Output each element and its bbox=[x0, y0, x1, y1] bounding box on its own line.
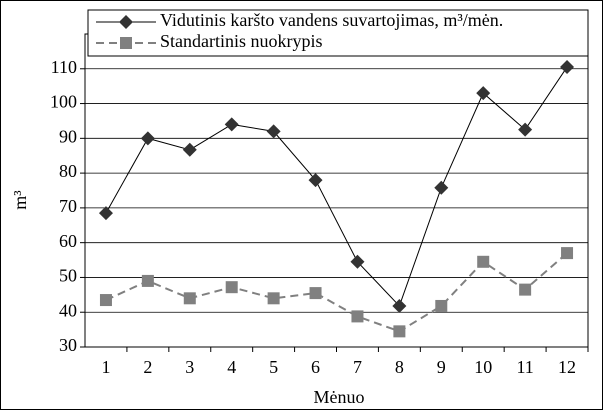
x-tick-label: 6 bbox=[311, 357, 320, 377]
data-point bbox=[308, 173, 323, 188]
x-tick-label: 7 bbox=[353, 357, 362, 377]
data-point bbox=[350, 254, 365, 269]
data-point bbox=[560, 60, 575, 75]
x-tick-label: 5 bbox=[269, 357, 278, 377]
data-point bbox=[434, 180, 449, 195]
data-point bbox=[477, 255, 490, 268]
data-point bbox=[183, 292, 196, 305]
x-tick-label: 8 bbox=[395, 357, 404, 377]
x-tick-label: 9 bbox=[437, 357, 446, 377]
legend-box bbox=[87, 9, 589, 57]
data-point bbox=[561, 247, 574, 260]
data-point bbox=[393, 325, 406, 338]
data-point bbox=[99, 294, 112, 307]
legend-marker bbox=[119, 15, 133, 29]
data-point bbox=[392, 298, 407, 313]
legend-marker bbox=[120, 37, 132, 49]
y-tick-label: 40 bbox=[59, 300, 77, 320]
x-tick-label: 12 bbox=[558, 357, 576, 377]
y-tick-label: 50 bbox=[59, 266, 77, 286]
x-tick-label: 10 bbox=[474, 357, 492, 377]
legend-label: Vidutinis karšto vandens suvartojimas, m… bbox=[160, 10, 503, 30]
series-line bbox=[105, 252, 568, 333]
data-point bbox=[309, 287, 322, 300]
y-tick-label: 100 bbox=[50, 92, 77, 112]
data-point bbox=[476, 86, 491, 101]
data-point bbox=[140, 131, 155, 146]
x-tick-label: 3 bbox=[185, 357, 194, 377]
y-tick-label: 80 bbox=[59, 161, 77, 181]
data-point bbox=[182, 142, 197, 157]
data-point bbox=[141, 274, 154, 287]
series-line bbox=[105, 66, 568, 307]
data-point bbox=[519, 283, 532, 296]
y-tick-label: 90 bbox=[59, 126, 77, 146]
y-axis-label: m³ bbox=[10, 190, 30, 210]
data-point bbox=[351, 310, 364, 323]
x-tick-label: 11 bbox=[516, 357, 533, 377]
data-point bbox=[435, 299, 448, 312]
x-tick-label: 1 bbox=[101, 357, 110, 377]
y-tick-label: 30 bbox=[59, 335, 77, 355]
y-tick-label: 60 bbox=[59, 231, 77, 251]
data-point bbox=[98, 206, 113, 221]
data-point bbox=[224, 117, 239, 132]
y-tick-label: 70 bbox=[59, 196, 77, 216]
data-point bbox=[267, 292, 280, 305]
legend-label: Standartinis nuokrypis bbox=[160, 31, 323, 51]
x-tick-label: 4 bbox=[227, 357, 236, 377]
data-point bbox=[518, 122, 533, 137]
data-point bbox=[225, 281, 238, 294]
x-tick-label: 2 bbox=[143, 357, 152, 377]
data-point bbox=[266, 124, 281, 139]
y-tick-label: 110 bbox=[51, 57, 77, 77]
x-axis-label: Mėnuo bbox=[314, 387, 365, 407]
